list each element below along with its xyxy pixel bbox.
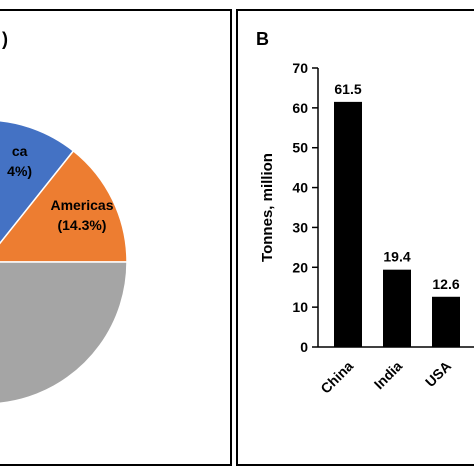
y-tick-label: 10 xyxy=(292,299,308,315)
y-tick-label: 0 xyxy=(300,339,308,355)
slice-value-label: 4%) xyxy=(7,163,32,179)
bar xyxy=(432,296,460,347)
panel-frame xyxy=(0,9,232,466)
panel-label: ) xyxy=(2,29,8,49)
bar xyxy=(383,269,411,347)
slice-label: Americas xyxy=(50,197,113,213)
slice-label: ca xyxy=(12,143,28,159)
panel-label: B xyxy=(256,29,269,49)
value-label: 61.5 xyxy=(334,81,361,97)
panel-frame xyxy=(236,9,474,466)
pie-slice xyxy=(0,261,128,404)
slice-value-label: (14.3%) xyxy=(57,217,106,233)
bar-panel: 0 10 20 30 40 50 60 70 Tonnes, million 61.5 China 1… xyxy=(259,60,474,397)
pie-slice xyxy=(0,120,75,245)
y-axis-label: Tonnes, million xyxy=(259,153,276,262)
value-label: 19.4 xyxy=(383,249,410,265)
pie-panel: ca 4%) Americas (14.3%) xyxy=(0,120,128,404)
y-tick-label: 20 xyxy=(292,259,308,275)
value-label: 12.6 xyxy=(432,276,459,292)
y-tick-label: 30 xyxy=(292,219,308,235)
y-tick-label: 60 xyxy=(292,100,308,116)
x-tick-label: India xyxy=(371,358,406,393)
pie-slice xyxy=(0,149,128,263)
y-tick-label: 40 xyxy=(292,180,308,196)
x-tick-label: China xyxy=(317,358,356,397)
x-tick-label: USA xyxy=(422,358,454,390)
y-tick-label: 50 xyxy=(292,140,308,156)
bar xyxy=(334,101,362,347)
y-tick-label: 70 xyxy=(292,60,308,76)
